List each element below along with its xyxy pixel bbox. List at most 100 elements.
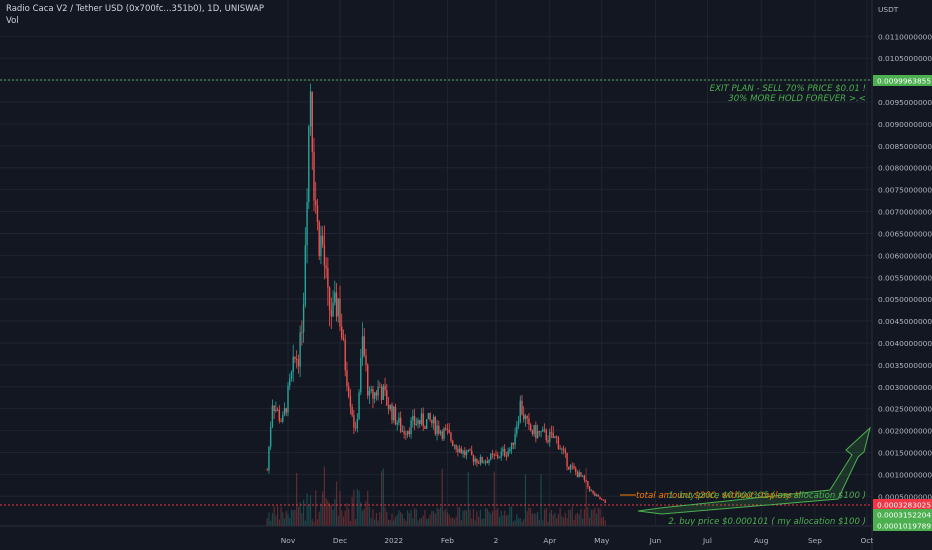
candle-body [287,385,289,413]
y-tick-label: 0.0015000000 [878,448,932,457]
candle-body [510,442,513,450]
candle-body [297,359,300,367]
volume-bar [491,510,494,526]
volume-bar [434,513,436,526]
candle-body [365,355,367,366]
volume-bar [318,511,320,526]
volume-bar [436,507,438,526]
volume-bar [270,520,272,526]
volume-bar [424,510,426,526]
candle-body [495,454,497,456]
y-tick-label: 0.0045000000 [878,317,932,326]
volume-bar [505,515,507,526]
volume-bar [353,489,355,526]
volume-bar [485,508,487,526]
volume-bar [285,511,287,526]
candle-body [536,431,539,439]
candle-body [370,389,372,391]
candle-body [562,448,565,450]
volume-bar [481,519,483,526]
volume-bar [537,511,539,526]
candle-body [457,449,459,453]
volume-bar [420,518,423,526]
y-tick-label: 0.0005000000 [878,492,932,501]
candle-body [382,385,385,400]
volume-bars [266,466,606,526]
volume-bar [387,519,390,526]
candle-body [529,424,532,431]
volume-bar [502,515,504,526]
volume-bar [528,507,530,526]
volume-bar [361,510,364,526]
candle-body [401,431,404,433]
candle-body [588,486,591,491]
volume-bar [382,468,384,526]
candle-body [332,302,334,317]
candle-body [367,365,369,396]
y-tick-label: 0.0050000000 [878,295,932,304]
candle-body [335,292,338,317]
candle-body [559,448,561,450]
candle-body [471,450,473,456]
y-tick-label: 0.0080000000 [878,164,932,173]
volume-bar [403,518,405,526]
candle-body [323,245,326,266]
candle-body [540,431,542,433]
candle-body [425,419,428,429]
volume-bar [358,490,360,526]
volume-bar [273,506,275,526]
volume-bar [569,510,572,526]
volume-bar [568,509,570,526]
candle-body [406,430,409,435]
candle-body [469,449,471,451]
annotation-buy1: 1. buy price $0.000305 ( my allocation $… [668,491,866,501]
candle-body [497,454,499,458]
volume-bar [543,509,546,526]
candle-body [387,405,390,410]
volume-bar [557,513,559,526]
candle-body [549,431,551,442]
volume-bar [297,507,299,526]
y-tick-label: 0.0035000000 [878,361,932,370]
candle-body [505,455,508,457]
volume-bar [289,517,291,526]
candles [266,83,606,504]
candle-body [516,425,518,434]
volume-bar [417,520,419,526]
volume-bar [459,507,461,526]
x-tick-label: 2 [494,536,499,545]
candle-body [276,409,279,411]
x-tick-label: Aug [754,536,769,545]
candle-body [327,268,329,288]
volume-bar [346,503,348,526]
volume-bar [337,515,339,526]
x-tick-label: Sep [808,536,822,545]
candle-body [422,413,424,427]
candle-body [413,416,416,425]
candle-body [295,358,298,360]
volume-bar [332,509,334,526]
volume-bar [349,521,351,526]
candle-body [595,494,598,496]
candle-body [268,446,270,471]
y-tick-label: 0.0040000000 [878,339,932,348]
candle-body [531,430,534,435]
candle-body [564,449,567,453]
x-tick-label: 2022 [384,536,403,545]
volume-bar [509,506,511,526]
volume-bar [415,509,417,526]
candle-body [550,431,553,433]
candle-body [394,406,397,425]
volume-bar [512,521,514,526]
volume-bar [370,518,372,526]
candle-body [309,91,312,127]
candle-body [285,408,287,413]
volume-bar [486,508,488,526]
candle-body [351,406,353,416]
candle-body [403,431,405,434]
volume-bar [410,509,412,526]
volume-bar [360,502,362,526]
annotation-exit1: EXIT PLAN - SELL 70% PRICE $0.01 ! [710,84,866,94]
volume-bar [564,512,566,526]
